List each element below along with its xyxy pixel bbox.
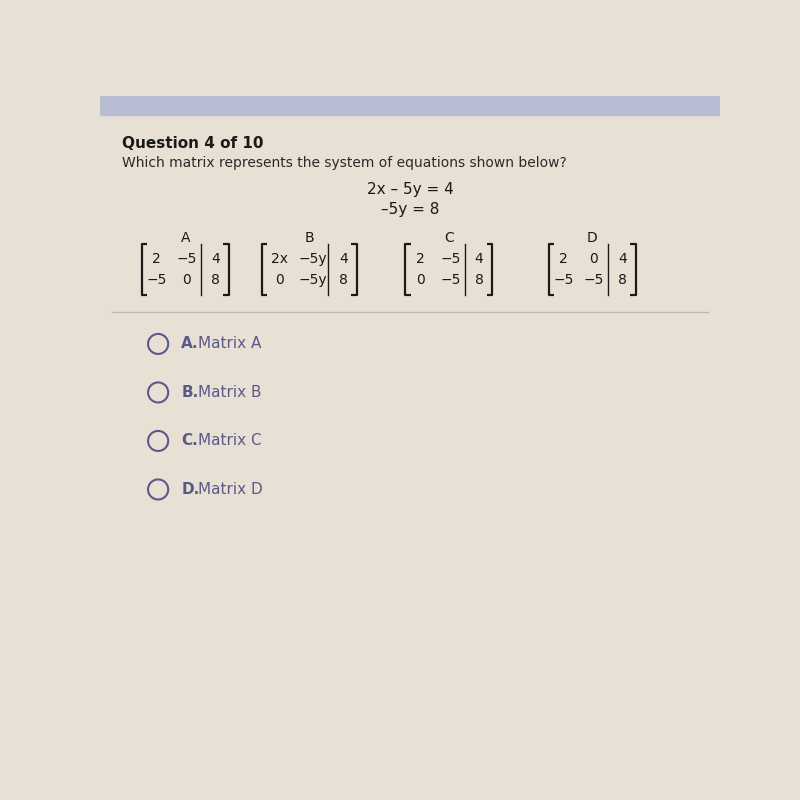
Text: B: B (305, 230, 314, 245)
Text: 8: 8 (211, 273, 220, 286)
Text: Matrix B: Matrix B (198, 385, 262, 400)
Text: C.: C. (182, 434, 198, 449)
Text: D: D (586, 230, 598, 245)
Text: 2x – 5y = 4: 2x – 5y = 4 (366, 182, 454, 198)
Text: 2: 2 (416, 252, 425, 266)
Text: B.: B. (182, 385, 198, 400)
Text: A.: A. (182, 337, 199, 351)
Text: –5y = 8: –5y = 8 (381, 202, 439, 218)
Text: 4: 4 (474, 252, 483, 266)
Text: 0: 0 (274, 273, 283, 286)
Text: Matrix D: Matrix D (198, 482, 263, 497)
Text: −5y: −5y (299, 252, 327, 266)
Text: 4: 4 (618, 252, 626, 266)
Text: Question 4 of 10: Question 4 of 10 (122, 136, 263, 151)
Text: −5: −5 (440, 273, 461, 286)
Text: 2: 2 (152, 252, 161, 266)
Text: 8: 8 (618, 273, 626, 286)
Text: 0: 0 (416, 273, 425, 286)
Text: Matrix A: Matrix A (198, 337, 262, 351)
Text: −5: −5 (554, 273, 574, 286)
Text: 4: 4 (339, 252, 348, 266)
Text: 2: 2 (559, 252, 568, 266)
Text: 0: 0 (590, 252, 598, 266)
Text: Matrix C: Matrix C (198, 434, 262, 449)
Text: −5: −5 (146, 273, 166, 286)
Text: 0: 0 (182, 273, 191, 286)
Text: −5y: −5y (299, 273, 327, 286)
Text: A: A (181, 230, 190, 245)
Text: 2x: 2x (270, 252, 287, 266)
Text: Which matrix represents the system of equations shown below?: Which matrix represents the system of eq… (122, 156, 566, 170)
Text: 8: 8 (339, 273, 348, 286)
Text: −5: −5 (177, 252, 197, 266)
Text: −5: −5 (440, 252, 461, 266)
Bar (100, 96, 720, 115)
Text: 4: 4 (211, 252, 220, 266)
Text: D.: D. (182, 482, 200, 497)
Text: C: C (444, 230, 454, 245)
Text: −5: −5 (583, 273, 604, 286)
Text: 8: 8 (474, 273, 483, 286)
